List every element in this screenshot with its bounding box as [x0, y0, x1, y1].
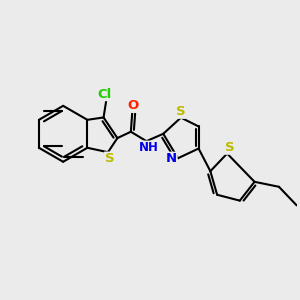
- Text: O: O: [127, 99, 139, 112]
- Text: S: S: [176, 105, 185, 118]
- Text: NH: NH: [139, 141, 159, 154]
- Text: S: S: [225, 141, 234, 154]
- Text: S: S: [105, 152, 114, 165]
- Text: Cl: Cl: [98, 88, 112, 100]
- Text: N: N: [166, 152, 177, 165]
